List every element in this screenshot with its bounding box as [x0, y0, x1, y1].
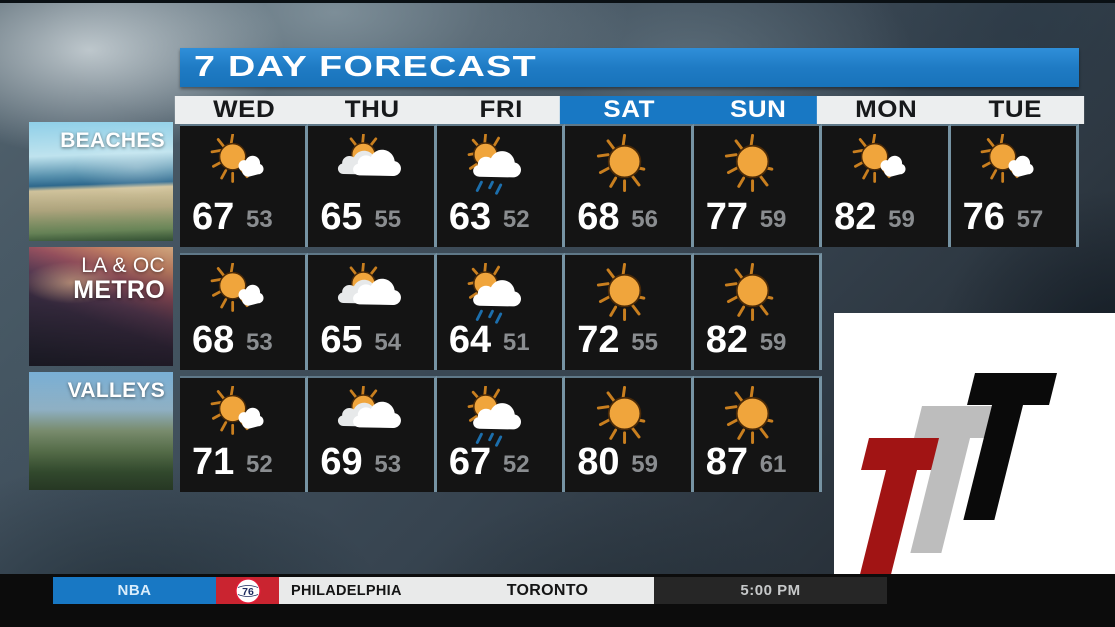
svg-text:76: 76 — [242, 586, 254, 598]
